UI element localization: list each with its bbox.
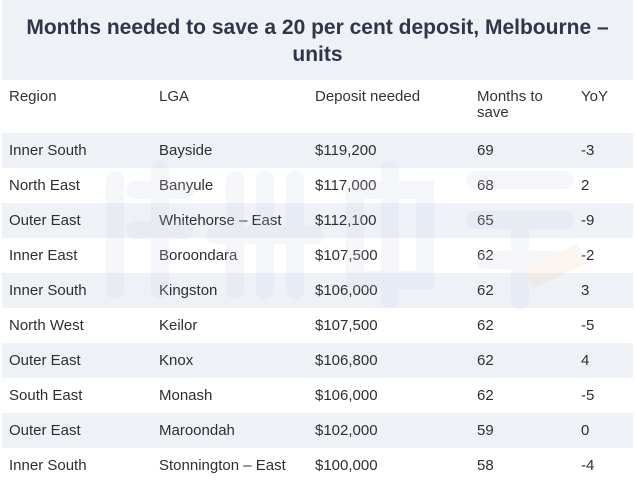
- cell-yoy: -5: [574, 308, 633, 343]
- cell-deposit: $106,800: [308, 343, 470, 378]
- cell-region: Outer East: [2, 413, 152, 448]
- cell-months: 62: [470, 273, 574, 308]
- cell-lga: Maroondah: [152, 413, 308, 448]
- cell-months: 58: [470, 448, 574, 483]
- cell-lga: Stonnington – East: [152, 448, 308, 483]
- cell-deposit: $106,000: [308, 273, 470, 308]
- cell-region: Inner South: [2, 133, 152, 168]
- cell-months: 69: [470, 133, 574, 168]
- cell-region: North East: [2, 168, 152, 203]
- cell-months: 65: [470, 203, 574, 238]
- cell-yoy: -3: [574, 133, 633, 168]
- cell-yoy: -2: [574, 238, 633, 273]
- table-row: Inner South Stonnington – East $100,000 …: [2, 448, 633, 483]
- cell-yoy: -9: [574, 203, 633, 238]
- cell-lga: Bayside: [152, 133, 308, 168]
- table-row: Inner South Kingston $106,000 62 3: [2, 273, 633, 308]
- cell-months: 62: [470, 238, 574, 273]
- cell-region: Outer East: [2, 343, 152, 378]
- cell-deposit: $112,100: [308, 203, 470, 238]
- table-row: Outer East Knox $106,800 62 4: [2, 343, 633, 378]
- table-row: Outer East Maroondah $102,000 59 0: [2, 413, 633, 448]
- cell-months: 62: [470, 378, 574, 413]
- cell-yoy: -5: [574, 378, 633, 413]
- cell-region: South East: [2, 378, 152, 413]
- table-row: South East Monash $106,000 62 -5: [2, 378, 633, 413]
- cell-region: Outer East: [2, 203, 152, 238]
- cell-lga: Knox: [152, 343, 308, 378]
- cell-yoy: -4: [574, 448, 633, 483]
- cell-lga: Kingston: [152, 273, 308, 308]
- table-row: Outer East Whitehorse – East $112,100 65…: [2, 203, 633, 238]
- cell-deposit: $107,500: [308, 308, 470, 343]
- table-header-row: Region LGA Deposit needed Months to save…: [2, 80, 633, 133]
- cell-region: Inner South: [2, 273, 152, 308]
- cell-yoy: 3: [574, 273, 633, 308]
- cell-deposit: $119,200: [308, 133, 470, 168]
- header-region: Region: [2, 80, 152, 133]
- header-yoy: YoY: [574, 80, 633, 133]
- cell-yoy: 0: [574, 413, 633, 448]
- header-lga: LGA: [152, 80, 308, 133]
- cell-months: 59: [470, 413, 574, 448]
- header-months-to-save: Months to save: [470, 80, 574, 133]
- cell-region: Inner East: [2, 238, 152, 273]
- cell-lga: Keilor: [152, 308, 308, 343]
- cell-months: 68: [470, 168, 574, 203]
- title-bar: Months needed to save a 20 per cent depo…: [2, 0, 633, 80]
- cell-deposit: $117,000: [308, 168, 470, 203]
- table-row: Inner East Boroondara $107,500 62 -2: [2, 238, 633, 273]
- cell-deposit: $100,000: [308, 448, 470, 483]
- header-deposit-needed: Deposit needed: [308, 80, 470, 133]
- deposit-table: Region LGA Deposit needed Months to save…: [2, 80, 633, 483]
- cell-region: Inner South: [2, 448, 152, 483]
- cell-deposit: $107,500: [308, 238, 470, 273]
- cell-lga: Boroondara: [152, 238, 308, 273]
- cell-deposit: $102,000: [308, 413, 470, 448]
- cell-lga: Banyule: [152, 168, 308, 203]
- cell-yoy: 4: [574, 343, 633, 378]
- table-row: North East Banyule $117,000 68 2: [2, 168, 633, 203]
- cell-yoy: 2: [574, 168, 633, 203]
- cell-lga: Whitehorse – East: [152, 203, 308, 238]
- table-row: Inner South Bayside $119,200 69 -3: [2, 133, 633, 168]
- cell-lga: Monash: [152, 378, 308, 413]
- cell-months: 62: [470, 308, 574, 343]
- cell-deposit: $106,000: [308, 378, 470, 413]
- cell-region: North West: [2, 308, 152, 343]
- page-title: Months needed to save a 20 per cent depo…: [26, 16, 609, 66]
- table-row: North West Keilor $107,500 62 -5: [2, 308, 633, 343]
- cell-months: 62: [470, 343, 574, 378]
